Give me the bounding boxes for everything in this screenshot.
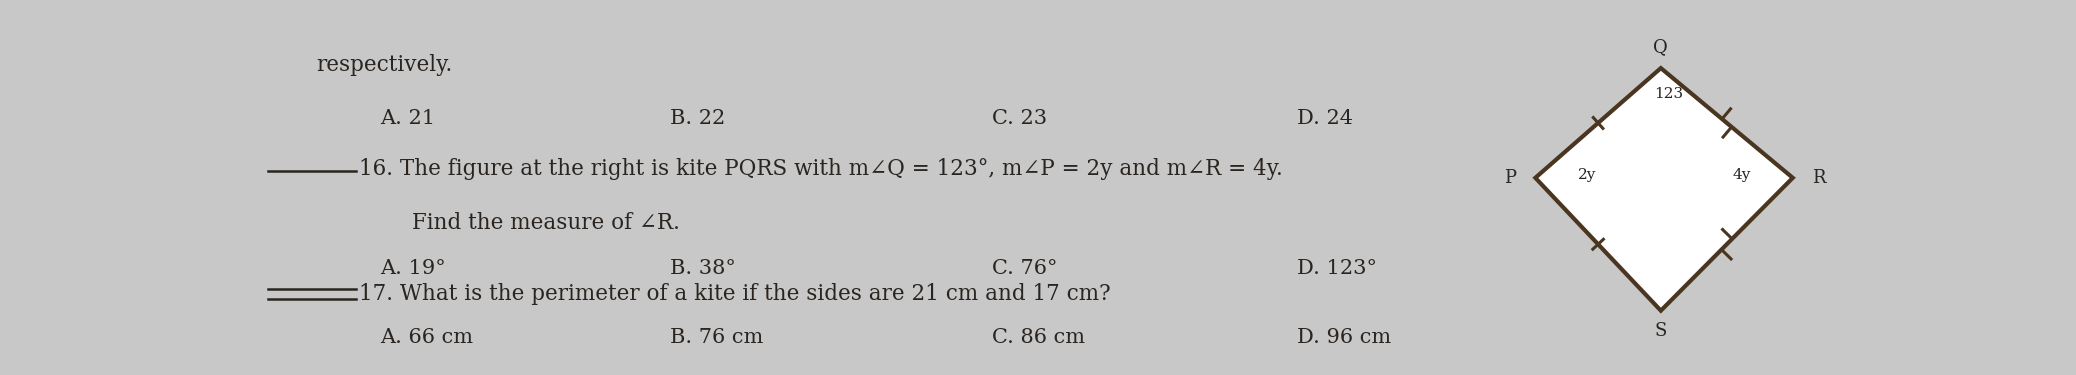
Text: P: P [1503, 169, 1515, 187]
Text: Find the measure of ∠R.: Find the measure of ∠R. [413, 213, 681, 234]
Text: C. 86 cm: C. 86 cm [992, 328, 1084, 347]
Text: respectively.: respectively. [316, 54, 453, 76]
Text: 2y: 2y [1578, 168, 1596, 182]
Polygon shape [1536, 68, 1794, 310]
Text: A. 19°: A. 19° [380, 259, 446, 278]
Text: D. 96 cm: D. 96 cm [1298, 328, 1391, 347]
Text: 4y: 4y [1731, 168, 1750, 182]
Text: 17. What is the perimeter of a kite if the sides are 21 cm and 17 cm?: 17. What is the perimeter of a kite if t… [359, 283, 1111, 305]
Text: C. 23: C. 23 [992, 108, 1046, 128]
Text: S: S [1655, 322, 1667, 340]
Text: B. 76 cm: B. 76 cm [671, 328, 764, 347]
Text: R: R [1812, 169, 1825, 187]
Text: C. 76°: C. 76° [992, 259, 1057, 278]
Text: B. 22: B. 22 [671, 108, 725, 128]
Text: 123: 123 [1655, 87, 1684, 101]
Text: D. 123°: D. 123° [1298, 259, 1376, 278]
Text: B. 38°: B. 38° [671, 259, 735, 278]
Text: Q: Q [1652, 39, 1669, 57]
Text: 16. The figure at the right is kite PQRS with m∠Q = 123°, m∠P = 2y and m∠R = 4y.: 16. The figure at the right is kite PQRS… [359, 158, 1283, 180]
Text: A. 21: A. 21 [380, 108, 436, 128]
Text: D. 24: D. 24 [1298, 108, 1354, 128]
Text: A. 66 cm: A. 66 cm [380, 328, 473, 347]
